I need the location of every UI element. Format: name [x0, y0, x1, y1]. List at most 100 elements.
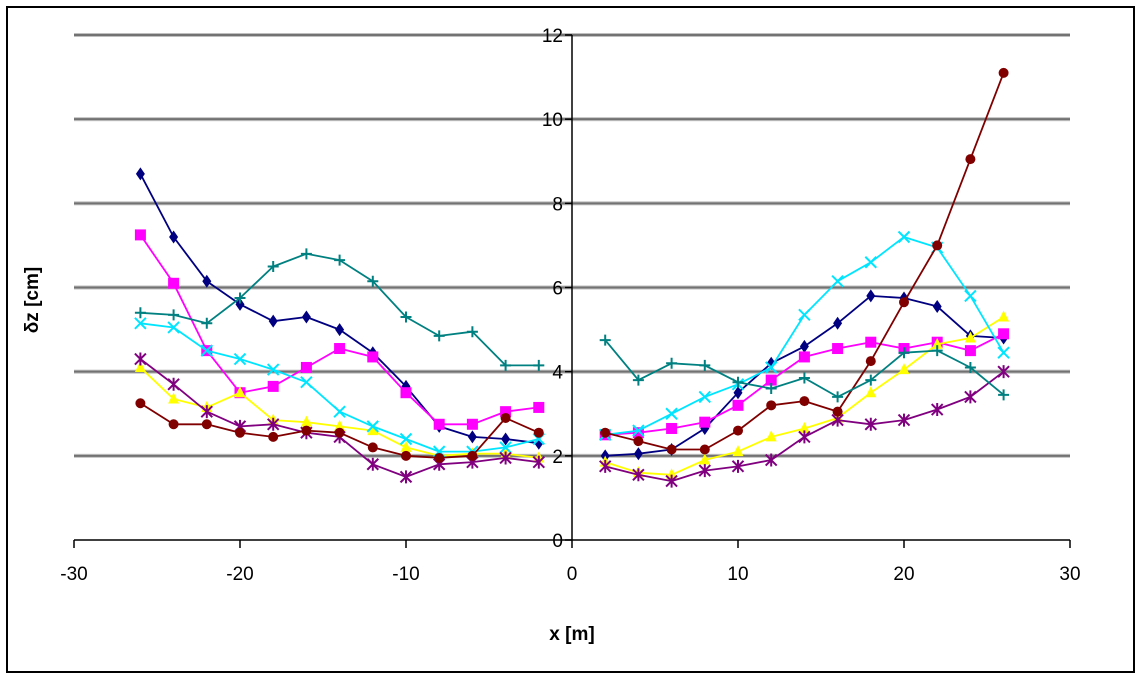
series-3-point-1-7 [334, 419, 346, 431]
series-6-point-1-2 [168, 419, 179, 430]
series-2-point-1-8 [367, 351, 379, 363]
series-6-point-1-12 [500, 412, 511, 423]
x-tick-label--30: -30 [60, 564, 87, 585]
series-5-point-1-9 [399, 470, 413, 484]
series-4-point-2-2 [632, 424, 645, 437]
series-2-point-1-10 [433, 418, 445, 430]
series-1-point-2-8 [833, 316, 843, 330]
series-7-point-2-7 [798, 372, 810, 384]
y-tick-label-2: 2 [552, 447, 563, 468]
series-5-point-1-2 [167, 377, 180, 391]
series-5-point-1-5 [266, 417, 280, 431]
x-tick-label-20: 20 [893, 564, 914, 585]
series-5-point-2-2 [632, 468, 645, 482]
x-tick-label-30: 30 [1059, 564, 1080, 585]
series-4-point-1-2 [167, 321, 180, 334]
series-2-point-2-3 [666, 422, 678, 434]
series-3-point-2-5 [732, 445, 744, 457]
series-7-point-1-1 [134, 307, 146, 319]
series-1-point-2-5 [733, 386, 743, 400]
series-5-point-1-3 [200, 405, 214, 419]
x-tick-label-0: 0 [567, 564, 578, 585]
series-2-point-2-6 [765, 374, 777, 386]
series-3-point-1-2 [168, 392, 180, 404]
series-5-point-2-6 [764, 453, 778, 467]
series-6-point-1-9 [401, 450, 411, 461]
series-3-point-2-13 [998, 310, 1010, 322]
series-4-point-2-4 [698, 390, 712, 404]
series-6-point-1-1 [135, 398, 146, 409]
series-3-point-1-6 [300, 415, 312, 427]
series-4-point-2-8 [831, 274, 844, 288]
series-5-line-1 [139, 358, 539, 478]
series-7-point-1-6 [300, 248, 312, 260]
series-3-point-2-12 [964, 331, 976, 343]
x-tick-label--10: -10 [392, 564, 419, 585]
series-2-point-2-8 [832, 343, 844, 355]
series-7-point-1-7 [334, 254, 346, 266]
y-tick-label-10: 10 [542, 110, 563, 131]
series-2-point-1-12 [500, 406, 512, 418]
series-3-point-2-10 [898, 363, 910, 375]
series-5-point-2-13 [997, 365, 1010, 379]
series-7 [134, 248, 1010, 403]
series-2-point-2-12 [964, 345, 976, 357]
series-7-point-1-4 [234, 292, 246, 304]
series-6-point-2-8 [832, 406, 843, 417]
series-6-point-1-3 [201, 419, 212, 430]
series-5-point-2-7 [798, 430, 811, 444]
series-6-point-2-11 [932, 240, 943, 251]
series-4-point-2-9 [864, 256, 878, 269]
series-3-point-2-3 [666, 468, 678, 480]
series-1-point-1-2 [169, 230, 179, 244]
series-6-point-1-4 [235, 427, 245, 438]
series-6-point-2-12 [965, 154, 976, 165]
series-4-point-1-4 [233, 352, 247, 366]
series-6-point-2-4 [699, 444, 710, 455]
series-3-point-2-4 [699, 453, 711, 465]
series-4-point-2-10 [897, 230, 911, 244]
series-5-point-2-3 [665, 474, 678, 488]
series-2-point-1-2 [168, 277, 180, 289]
series-6 [135, 67, 1009, 463]
series-2-point-2-9 [865, 336, 877, 348]
axes [73, 34, 1071, 548]
series-2-point-1-7 [334, 343, 346, 355]
y-tick-label-0: 0 [552, 531, 563, 552]
series-5-point-1-1 [134, 352, 147, 366]
series-7-point-2-9 [865, 374, 877, 386]
series-7-point-2-5 [732, 376, 744, 388]
series-6-point-2-6 [766, 400, 777, 411]
series-2-point-1-9 [400, 387, 412, 399]
series-1-point-2-11 [932, 299, 942, 313]
series-5-point-1-12 [499, 451, 512, 465]
x-tick-label-10: 10 [727, 564, 748, 585]
series-4-point-1-6 [300, 375, 313, 389]
series-1-point-2-2 [633, 447, 643, 461]
series-1-point-1-4 [235, 297, 245, 311]
series-6-point-2-3 [666, 444, 677, 455]
series-1-point-1-11 [467, 430, 477, 444]
series-7-point-2-12 [964, 361, 976, 373]
series-7-point-2-11 [931, 345, 943, 357]
x-tick-label--20: -20 [226, 564, 253, 585]
series-1-point-1-1 [135, 167, 145, 181]
series-1-line-1 [139, 173, 539, 445]
y-tick-label-8: 8 [552, 194, 563, 215]
series-7-point-2-1 [599, 334, 611, 346]
series-1-point-1-5 [268, 314, 278, 328]
series-3-point-2-6 [765, 430, 777, 442]
series-6-point-2-1 [600, 427, 611, 438]
series-7-point-1-10 [433, 330, 445, 342]
series-5-point-2-5 [731, 459, 745, 473]
series-2-point-1-1 [134, 229, 146, 241]
series-2-point-1-11 [466, 418, 478, 430]
series-3-point-1-1 [134, 360, 146, 372]
series-7-point-2-13 [998, 389, 1010, 401]
series-7-point-1-3 [201, 317, 213, 329]
series-4-point-1-9 [399, 432, 413, 446]
series-6-point-2-5 [733, 425, 743, 436]
series-2-point-1-5 [267, 380, 279, 392]
series-1-point-1-12 [501, 432, 511, 446]
series-6-point-1-5 [268, 431, 279, 442]
